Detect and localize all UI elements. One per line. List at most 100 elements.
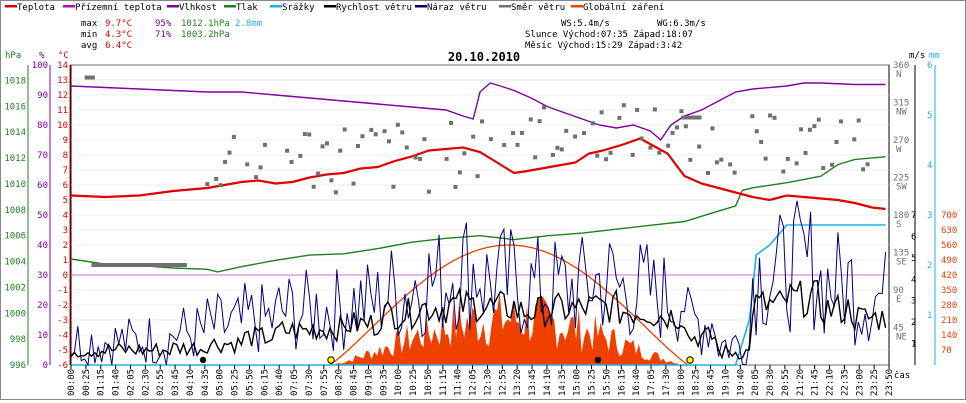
wind-direction-mark — [799, 127, 804, 132]
pct-tick: 80 — [37, 121, 48, 131]
wind-direction-mark — [772, 115, 777, 120]
legend-item-globalni-zareni: Globální záření — [571, 3, 664, 13]
pct-tick: 70 — [37, 151, 48, 161]
wind-direction-mark — [231, 134, 236, 139]
wind-direction-mark — [214, 176, 219, 181]
wind-direction-mark — [223, 159, 228, 164]
dir-tick: 225 — [893, 174, 909, 184]
legend-item-vlhkost: Vlhkost — [167, 3, 217, 13]
x-tick-label: 14:35 — [558, 369, 568, 396]
dir-tick: 315 — [893, 99, 909, 109]
x-tick-label: 18:00 — [677, 369, 687, 396]
degc-tick: -1 — [57, 286, 68, 296]
stat-avg-temp: 6.4°C — [105, 41, 132, 51]
wind-direction-mark — [710, 126, 715, 131]
legend: Teplota Přízemní teplota Vlhkost Tlak Sr… — [5, 3, 664, 13]
stat-min-hum: 71% — [155, 30, 172, 40]
dir-label: SW — [896, 183, 907, 193]
dir-label: SE — [896, 258, 907, 268]
x-tick-label: 04:35 — [201, 369, 211, 396]
x-tick-label: 05:50 — [245, 369, 255, 396]
wind-direction-mark — [816, 117, 821, 122]
wind-direction-mark — [573, 134, 578, 139]
wind-direction-mark — [404, 145, 409, 150]
wind-direction-mark — [590, 121, 595, 126]
wind-direction-mark — [515, 142, 520, 147]
chart-title: 20.10.2010 — [448, 50, 520, 64]
series-srazky — [71, 224, 886, 366]
dir-label: N — [896, 70, 901, 80]
x-tick-label: 04:10 — [186, 369, 196, 396]
x-tick-label: 09:35 — [379, 369, 389, 396]
wind-direction-mark — [865, 162, 870, 167]
degc-tick: 3 — [63, 226, 68, 236]
unit-time: čas — [894, 370, 910, 381]
rad-tick: 350 — [941, 286, 957, 296]
stat-min-temp: 4.3°C — [105, 30, 132, 40]
x-tick-label: 13:45 — [528, 369, 538, 396]
x-tick-label: 19:40 — [736, 369, 746, 396]
wind-direction-mark — [834, 139, 839, 144]
wind-direction-mark — [666, 143, 671, 148]
x-tick-label: 18:25 — [692, 369, 702, 396]
wind-direction-mark — [462, 151, 467, 156]
moonrise-marker — [594, 356, 602, 364]
pct-tick: 40 — [37, 241, 48, 251]
x-tick-label: 02:55 — [156, 369, 166, 396]
ms-tick: 1 — [911, 340, 916, 350]
wind-direction-mark — [205, 182, 210, 187]
wind-direction-band — [681, 115, 702, 120]
stat-avg-label: avg — [81, 41, 97, 51]
x-tick-label: 20:55 — [781, 369, 791, 396]
dir-tick: 45 — [893, 324, 904, 334]
wind-direction-mark — [683, 124, 688, 129]
pct-tick: 0 — [43, 361, 48, 371]
wind-direction-mark — [360, 134, 365, 139]
degc-tick: -3 — [57, 316, 68, 326]
hpa-tick: 1014 — [4, 128, 26, 138]
x-tick-label: 18:45 — [707, 369, 717, 396]
hpa-tick: 1016 — [4, 102, 26, 112]
wind-direction-mark — [413, 155, 418, 160]
hpa-tick: 1010 — [4, 180, 26, 190]
svg-text:Vlhkost: Vlhkost — [179, 3, 217, 13]
pct-tick: 30 — [37, 271, 48, 281]
wind-direction-mark — [444, 156, 449, 161]
x-tick-label: 17:05 — [647, 369, 657, 396]
rad-tick: 210 — [941, 316, 957, 326]
wind-direction-mark — [422, 137, 427, 142]
x-tick-label: 06:15 — [260, 369, 270, 396]
dir-tick: 360 — [893, 61, 909, 71]
x-tick-label: 00:25 — [82, 369, 92, 396]
hpa-tick: 1018 — [4, 77, 26, 87]
x-tick-label: 17:30 — [662, 369, 672, 396]
x-tick-label: 01:40 — [112, 369, 122, 396]
degc-tick: 13 — [57, 76, 68, 86]
wind-direction-mark — [320, 144, 325, 149]
wind-direction-mark — [670, 130, 675, 135]
wind-direction-mark — [803, 150, 808, 155]
hpa-tick: 1008 — [4, 206, 26, 216]
wind-direction-mark — [555, 145, 560, 150]
hpa-tick: 1004 — [4, 258, 26, 268]
degc-tick: 0 — [63, 271, 68, 281]
dir-label: S — [896, 220, 901, 230]
wind-direction-mark — [528, 117, 533, 122]
x-tick-label: 08:45 — [350, 369, 360, 396]
wind-direction-mark — [262, 142, 267, 147]
x-tick-label: 19:10 — [721, 369, 731, 396]
wind-direction-mark — [621, 103, 626, 108]
svg-text:Náraz větru: Náraz větru — [427, 3, 487, 13]
ms-tick: 2 — [911, 318, 916, 328]
wind-direction-mark — [581, 131, 586, 136]
unit-mm: mm — [929, 51, 940, 61]
x-tick-label: 20:30 — [766, 369, 776, 396]
x-tick-label: 05:25 — [231, 369, 241, 396]
dir-label: E — [896, 295, 901, 305]
wind-direction-mark — [302, 132, 307, 137]
wind-direction-mark — [418, 156, 423, 161]
wind-direction-mark — [750, 114, 755, 119]
hpa-tick: 1006 — [4, 232, 26, 242]
x-tick-label: 10:25 — [409, 369, 419, 396]
wind-direction-marks — [84, 75, 870, 267]
